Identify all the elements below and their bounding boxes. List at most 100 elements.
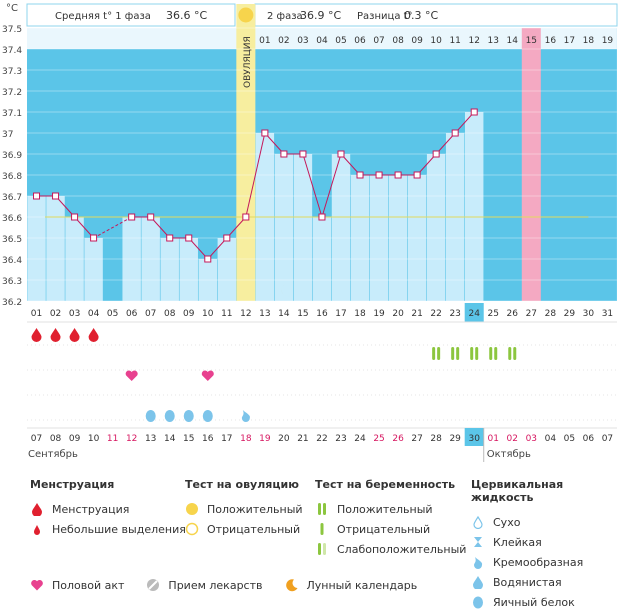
calendar-date-label: 06 [583, 434, 595, 444]
cycle-day-label: 02 [50, 309, 61, 319]
temp-point-day-22 [432, 150, 440, 158]
heart-icon [30, 578, 44, 592]
post-ovulation-day: 04 [316, 36, 328, 46]
legend-cervical-sticky-row: Клейкая [471, 532, 626, 552]
y-tick-label: 37.3 [2, 67, 22, 77]
cycle-day-label: 09 [183, 309, 195, 319]
egg-white-icon [164, 410, 175, 422]
temp-point-day-21 [413, 171, 421, 179]
menstruation-drop-icon [69, 328, 80, 342]
temp-bar-day-10 [198, 259, 217, 301]
cycle-day-label: 16 [316, 309, 328, 319]
post-ovulation-day: 19 [602, 36, 614, 46]
cycle-day-label: 24 [468, 309, 480, 319]
legend-cervical-dry-row: Сухо [471, 512, 626, 532]
legend-pregnancy-test: Тест на беременность Положительный Отриц… [315, 478, 466, 559]
menstruation-drop-icon [50, 328, 61, 342]
legend-cervical: Цервикальная жидкость Сухо Клейкая Кремо… [471, 478, 626, 612]
pregnancy-test-icon [513, 347, 517, 360]
temp-bar-day-21 [407, 175, 427, 301]
temp-bar-day-1 [27, 196, 46, 301]
temp-bar-day-2 [46, 196, 65, 301]
y-tick-label: 36.3 [2, 277, 22, 287]
diff-label: Разница t° [357, 11, 413, 22]
legend-menstruation-title: Менструация [30, 478, 115, 491]
drop-small-icon [30, 522, 44, 536]
temp-line-segment [93, 216, 132, 239]
calendar-date-label: 13 [145, 434, 156, 444]
temp-bar-day-20 [388, 175, 408, 301]
calendar-date-label: 04 [545, 434, 557, 444]
cycle-day-label: 03 [69, 309, 80, 319]
calendar-date-label: 17 [221, 434, 232, 444]
calendar-date-label: 08 [50, 434, 62, 444]
calendar-date-label: 21 [297, 434, 308, 444]
menstruation-drop-icon [31, 328, 42, 342]
intercourse-heart-icon [201, 370, 214, 381]
moon-icon [285, 578, 299, 592]
post-ovulation-day: 07 [373, 36, 384, 46]
calendar-date-label: 26 [392, 434, 404, 444]
legend-ovulation-negative-row: Отрицательный [185, 519, 303, 539]
calendar-date-label: 07 [31, 434, 42, 444]
watery-icon [471, 575, 485, 590]
temp-bar-day-18 [350, 175, 370, 301]
pregnancy-test-icon [456, 347, 460, 360]
calendar-date-label: 07 [602, 434, 613, 444]
temp-point-day-9 [185, 234, 193, 242]
cycle-day-label: 15 [297, 309, 308, 319]
phase2-value: 36.9 °C [300, 9, 341, 22]
ovulation-column [236, 4, 256, 301]
month-october-label: Октябрь [487, 449, 531, 460]
legend-ovulation-positive-row: Положительный [185, 499, 303, 519]
pregnancy-test-icon [508, 347, 512, 360]
temp-point-day-7 [147, 213, 155, 221]
pill-icon [146, 578, 160, 592]
legend-pregnancy-weak-row: Слабоположительный [315, 539, 466, 559]
legend-moon-label: Лунный календарь [306, 578, 418, 592]
temp-bar-day-15 [293, 154, 313, 301]
calendar-date-label: 03 [526, 434, 537, 444]
temp-point-day-20 [394, 171, 402, 179]
cycle-day-label: 29 [564, 309, 576, 319]
legend-cervical-title: Цервикальная жидкость [471, 478, 564, 504]
legend-ovulation-positive-label: Положительный [207, 502, 303, 516]
cycle-day-label: 05 [107, 309, 118, 319]
calendar-date-label: 28 [430, 434, 442, 444]
y-tick-label: 37.1 [2, 109, 22, 119]
test-weak-icon [315, 542, 329, 556]
cycle-day-label: 27 [526, 309, 537, 319]
temp-line-segment [302, 153, 323, 218]
post-ovulation-day: 01 [259, 36, 270, 46]
legend-bottom: Половой акт Прием лекарств Лунный календ… [30, 578, 417, 592]
month-september-label: Сентябрь [28, 449, 78, 460]
sun-filled-icon [185, 502, 199, 516]
cycle-day-label: 04 [88, 309, 100, 319]
legend-menstruation: Менструация Менструация Небольшие выделе… [30, 478, 186, 539]
post-ovulation-day: 10 [430, 36, 442, 46]
pregnancy-test-icon [470, 347, 474, 360]
sticky-icon [471, 535, 485, 549]
calendar-date-label: 05 [564, 434, 575, 444]
pregnancy-test-icon [432, 347, 436, 360]
post-ovulation-day: 05 [335, 36, 346, 46]
legend-cervical-eggwhite-label: Яичный белок [493, 595, 575, 609]
temp-bar-day-3 [65, 217, 84, 301]
y-tick-label: 37.2 [2, 88, 22, 98]
egg-white-icon [202, 410, 213, 422]
post-ovulation-strip [27, 28, 617, 49]
calendar-date-label: 01 [488, 434, 499, 444]
legend-pregnancy-positive-label: Положительный [337, 502, 433, 516]
temp-point-day-19 [375, 171, 383, 179]
y-tick-label: 37 [2, 130, 13, 140]
legend-pregnancy-negative-label: Отрицательный [337, 522, 431, 536]
diff-value: 0.3 °C [404, 9, 438, 22]
temp-point-day-15 [299, 150, 307, 158]
post-ovulation-day: 03 [297, 36, 308, 46]
y-axis-unit: °C [6, 3, 18, 14]
temp-line-segment [245, 132, 266, 218]
y-tick-label: 36.5 [2, 235, 22, 245]
temp-point-day-10 [204, 255, 212, 263]
calendar-date-label: 18 [240, 434, 252, 444]
